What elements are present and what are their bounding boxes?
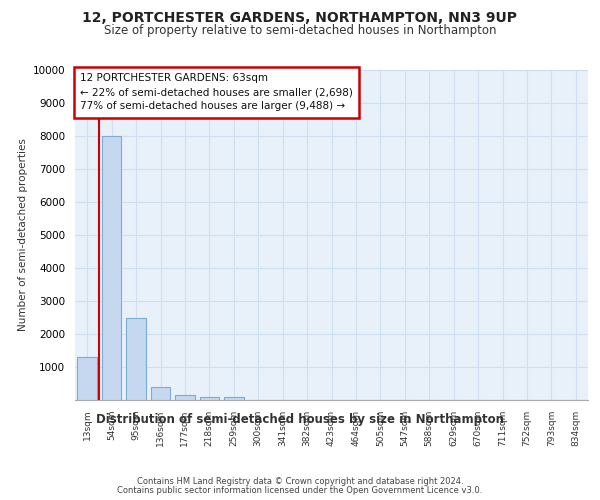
Bar	[151, 387, 170, 400]
Bar	[102, 136, 121, 400]
Bar	[224, 398, 244, 400]
Bar	[200, 396, 219, 400]
Text: 12, PORTCHESTER GARDENS, NORTHAMPTON, NN3 9UP: 12, PORTCHESTER GARDENS, NORTHAMPTON, NN…	[83, 11, 517, 25]
Text: Contains HM Land Registry data © Crown copyright and database right 2024.: Contains HM Land Registry data © Crown c…	[137, 477, 463, 486]
Text: Contains public sector information licensed under the Open Government Licence v3: Contains public sector information licen…	[118, 486, 482, 495]
Bar	[127, 318, 146, 400]
Y-axis label: Number of semi-detached properties: Number of semi-detached properties	[19, 138, 28, 332]
Text: Distribution of semi-detached houses by size in Northampton: Distribution of semi-detached houses by …	[96, 412, 504, 426]
Text: Size of property relative to semi-detached houses in Northampton: Size of property relative to semi-detach…	[104, 24, 496, 37]
Text: 12 PORTCHESTER GARDENS: 63sqm
← 22% of semi-detached houses are smaller (2,698)
: 12 PORTCHESTER GARDENS: 63sqm ← 22% of s…	[80, 74, 353, 112]
Bar	[77, 357, 97, 400]
Bar	[175, 395, 194, 400]
